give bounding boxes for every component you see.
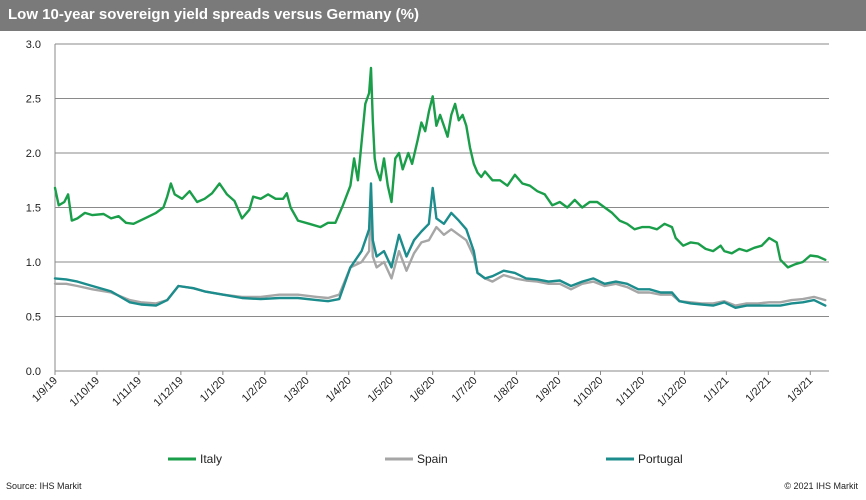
- x-tick-label: 1/11/19: [110, 375, 144, 409]
- x-tick-label: 1/10/20: [571, 375, 605, 409]
- legend-label-spain: Spain: [417, 452, 448, 466]
- x-tick-label: 1/3/21: [785, 375, 815, 405]
- y-tick-label: 2.0: [26, 148, 41, 160]
- x-tick-label: 1/9/20: [534, 375, 564, 405]
- x-tick-label: 1/6/20: [408, 375, 438, 405]
- x-tick-label: 1/11/20: [614, 375, 648, 409]
- y-tick-label: 1.0: [26, 257, 41, 269]
- x-tick-label: 1/3/20: [282, 375, 312, 405]
- x-tick-label: 1/9/19: [30, 375, 60, 405]
- series-line-portugal: [53, 182, 827, 309]
- y-tick-label: 3.0: [26, 39, 41, 51]
- series-line-italy: [53, 66, 827, 269]
- x-tick-label: 1/7/20: [450, 375, 480, 405]
- series-line-spain: [53, 197, 827, 307]
- y-tick-label: 1.5: [26, 203, 41, 215]
- x-tick-label: 1/1/21: [701, 375, 731, 405]
- y-tick-label: 2.5: [26, 94, 41, 106]
- x-tick-label: 1/2/21: [743, 375, 773, 405]
- y-tick-label: 0.5: [26, 312, 41, 324]
- y-tick-label: 0.0: [26, 366, 41, 378]
- x-tick-label: 1/10/19: [68, 375, 102, 409]
- x-tick-label: 1/5/20: [366, 375, 396, 405]
- copyright-note: © 2021 IHS Markit: [784, 481, 858, 491]
- x-tick-label: 1/12/19: [152, 375, 186, 409]
- x-tick-label: 1/1/20: [198, 375, 228, 405]
- chart-title: Low 10-year sovereign yield spreads vers…: [8, 6, 420, 23]
- line-chart: 0.0 0.5 1.0 1.5 2.0 2.5 3.0 1/9/19 1/10/19 1/11/1…: [26, 39, 829, 466]
- source-note: Source: IHS Markit: [6, 481, 82, 491]
- x-tick-label: 1/4/20: [324, 375, 354, 405]
- legend-label-portugal: Portugal: [638, 452, 683, 466]
- x-tick-label: 1/12/20: [655, 375, 689, 409]
- legend-label-italy: Italy: [200, 452, 222, 466]
- chart-header: Low 10-year sovereign yield spreads vers…: [0, 0, 866, 31]
- x-tick-label: 1/8/20: [492, 375, 522, 405]
- x-tick-label: 1/2/20: [240, 375, 270, 405]
